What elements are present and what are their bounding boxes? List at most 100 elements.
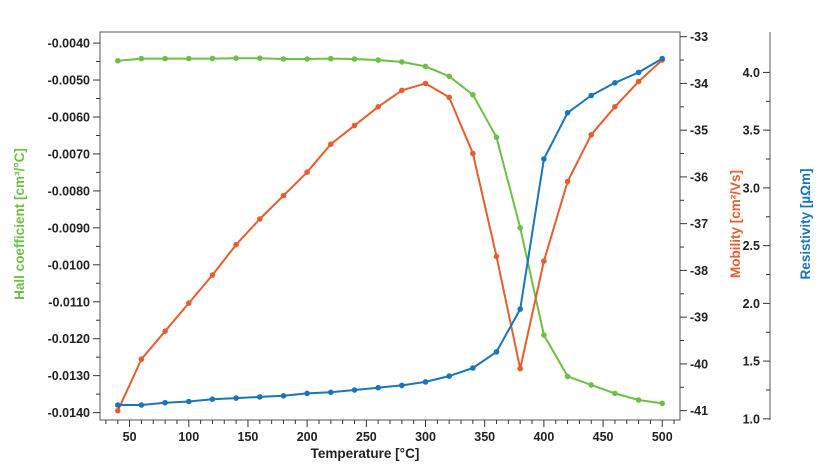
mobility-tick-label: -34 xyxy=(690,77,708,91)
hall-coefficient-point xyxy=(517,225,523,231)
left-tick-label: -0.0070 xyxy=(48,147,90,161)
mobility-point xyxy=(209,272,216,278)
hall-coefficient-point xyxy=(422,63,429,70)
x-tick-label: 350 xyxy=(474,430,495,444)
x-tick-label: 500 xyxy=(652,430,673,444)
resistivity-point xyxy=(351,387,358,393)
hall-coefficient-point xyxy=(588,382,594,388)
mobility-tick-label: -35 xyxy=(690,124,708,138)
hall-coefficient-point xyxy=(399,59,405,65)
left-tick-label: -0.0080 xyxy=(48,184,90,198)
hall-coefficient-point xyxy=(351,56,358,62)
resistivity-tick-label: 3.5 xyxy=(743,124,760,138)
resistivity-tick-label: 3.0 xyxy=(743,181,760,195)
mobility-point xyxy=(351,122,358,129)
left-tick-label: -0.0090 xyxy=(48,221,90,235)
plot-frame xyxy=(99,31,681,421)
resistivity-point xyxy=(588,92,594,99)
resistivity-line xyxy=(117,57,663,406)
resistivity-tick-label: 2.5 xyxy=(743,239,760,253)
mobility-tick-label: -36 xyxy=(690,170,708,184)
mobility-point xyxy=(186,300,192,306)
left-tick-label: -0.0120 xyxy=(48,332,90,346)
x-tick-label: 50 xyxy=(123,430,137,444)
resistivity-tick-label: 4.0 xyxy=(743,66,760,80)
resistivity-point xyxy=(635,69,642,76)
hall-coefficient-point xyxy=(304,56,310,62)
axes-layer: 50 100 150 200 250 300 350 400 450 500 -0.0040 -0.0… xyxy=(48,30,771,444)
mobility-tick-label: -38 xyxy=(690,264,708,278)
mobility-point xyxy=(328,141,334,147)
hall-coefficient-point xyxy=(541,332,547,338)
resistivity-point xyxy=(541,156,547,162)
resistivity-point xyxy=(375,384,382,391)
mobility-point xyxy=(304,169,310,175)
left-axis-title: Hall coefficient [cm³/°C] xyxy=(12,148,27,300)
resistivity-point xyxy=(470,365,476,371)
hall-coefficient-point xyxy=(257,55,263,61)
mobility-line xyxy=(116,59,663,412)
resistivity-point xyxy=(493,349,500,355)
hall-coefficient-point xyxy=(635,397,642,403)
mobility-tick-label: -37 xyxy=(690,217,708,231)
mobility-point xyxy=(233,241,239,248)
mobility-point xyxy=(470,150,476,157)
hall-coefficient-point xyxy=(493,134,500,141)
mobility-point xyxy=(257,216,263,222)
left-tick-label: -0.0110 xyxy=(48,295,90,309)
hall-coefficient-point xyxy=(280,56,287,62)
left-tick-label: -0.0100 xyxy=(48,258,90,272)
resistivity-point xyxy=(115,402,121,408)
mobility-point xyxy=(422,80,429,87)
x-tick-label: 400 xyxy=(533,430,554,444)
x-tick-label: 200 xyxy=(297,430,318,444)
resistivity-point xyxy=(280,393,287,399)
resistivity-point xyxy=(257,394,263,400)
hall-coefficient-point xyxy=(328,55,334,62)
x-tick-label: 450 xyxy=(593,430,614,444)
resistivity-point xyxy=(186,398,192,405)
resistivity-tick-label: 2.0 xyxy=(743,297,760,311)
hall-coefficient-point xyxy=(209,55,216,62)
hall-coefficient-point xyxy=(162,55,168,62)
mobility-point xyxy=(493,253,500,260)
x-axis-title: Temperature [°C] xyxy=(311,446,420,461)
hall-coefficient-point xyxy=(564,373,571,380)
resistivity-point xyxy=(564,110,571,116)
hall-coefficient-point xyxy=(470,92,476,98)
x-tick-label: 100 xyxy=(178,430,199,444)
resistivity-point xyxy=(162,399,168,406)
resistivity-point xyxy=(399,382,405,389)
mobility-point xyxy=(564,178,571,185)
left-tick-label: -0.0040 xyxy=(48,37,90,51)
mobility-tick-label: -40 xyxy=(690,357,708,371)
resistivity-point xyxy=(517,306,523,312)
resistivity-tick-label: 1.0 xyxy=(743,412,760,426)
series-layer xyxy=(115,55,665,414)
hall-coefficient-line xyxy=(117,57,663,405)
mobility-point xyxy=(138,356,145,363)
mobility-point xyxy=(612,104,618,110)
mobility-point xyxy=(115,407,121,414)
resistivity-axis-title: Resistivity [µΩm] xyxy=(798,169,813,280)
left-tick-label: -0.0060 xyxy=(48,110,90,124)
mobility-tick-label: -41 xyxy=(690,404,708,418)
mobility-point xyxy=(375,104,382,110)
mobility-point xyxy=(280,192,287,199)
hall-coefficient-point xyxy=(659,400,665,407)
mobility-axis-title: Mobility [cm²/Vs] xyxy=(728,170,743,278)
hall-coefficient-point xyxy=(446,73,453,80)
resistivity-point xyxy=(612,80,618,86)
mobility-tick-label: -33 xyxy=(690,30,708,44)
left-tick-label: -0.0050 xyxy=(48,74,90,88)
resistivity-tick-label: 1.5 xyxy=(743,355,760,369)
mobility-tick-label: -39 xyxy=(690,311,708,325)
x-tick-label: 300 xyxy=(415,430,436,444)
mobility-point xyxy=(399,87,405,94)
hall-coefficient-point xyxy=(612,390,618,397)
left-tick-label: -0.0130 xyxy=(48,369,90,383)
resistivity-point xyxy=(328,389,334,396)
left-tick-label: -0.0140 xyxy=(48,406,90,420)
hall-coefficient-point xyxy=(115,58,121,64)
